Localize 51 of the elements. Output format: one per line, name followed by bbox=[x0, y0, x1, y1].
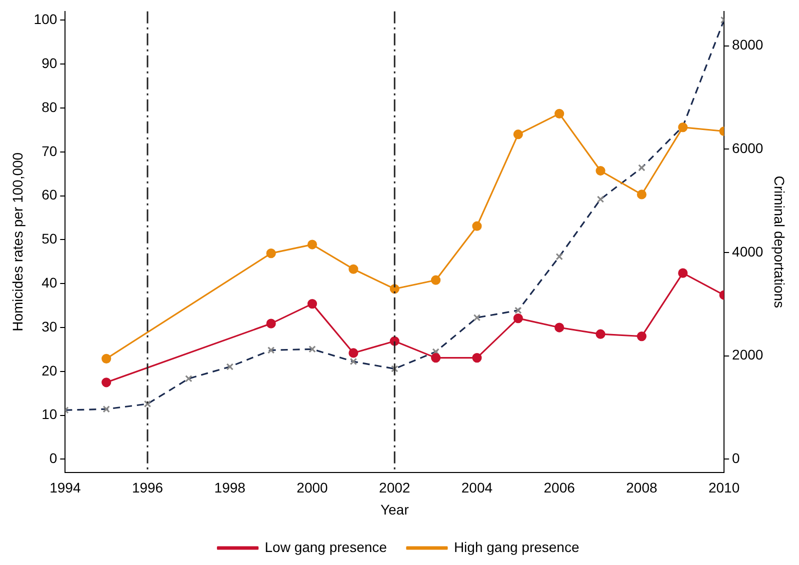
y-tick-label: 70 bbox=[42, 142, 58, 159]
y2-tick-label: 6000 bbox=[732, 140, 764, 156]
point bbox=[430, 353, 441, 363]
y2-tick-label: 0 bbox=[732, 450, 740, 466]
x-tick-label: 2008 bbox=[626, 480, 658, 496]
point bbox=[472, 353, 482, 363]
y2-axis-title: Criminal deportations bbox=[772, 176, 788, 308]
y2-tick-label: 4000 bbox=[732, 243, 764, 260]
point bbox=[307, 240, 318, 250]
point bbox=[102, 354, 112, 364]
x-tick-label: 2004 bbox=[461, 480, 493, 496]
y-tick-label: 50 bbox=[42, 230, 58, 247]
point bbox=[102, 378, 112, 388]
x-tick-label: 1996 bbox=[132, 480, 164, 496]
y-tick-label: 0 bbox=[49, 450, 58, 466]
point bbox=[596, 329, 606, 339]
x-tick-label: 1998 bbox=[214, 480, 246, 496]
point bbox=[596, 166, 606, 176]
point bbox=[554, 108, 564, 118]
point bbox=[307, 299, 318, 309]
y2-tick-label: 2000 bbox=[732, 346, 764, 363]
point bbox=[636, 331, 646, 342]
point bbox=[348, 264, 358, 274]
y-tick-label: 100 bbox=[34, 11, 58, 28]
y-tick-label: 30 bbox=[42, 318, 58, 334]
point bbox=[266, 248, 276, 258]
point bbox=[266, 318, 276, 328]
point bbox=[472, 221, 482, 231]
y-tick-label: 10 bbox=[42, 406, 58, 422]
y2-tick-label: 8000 bbox=[732, 36, 764, 53]
y-tick-label: 90 bbox=[42, 54, 58, 71]
y-tick-label: 60 bbox=[42, 186, 58, 203]
legend-label: Low gang presence bbox=[264, 538, 388, 555]
point bbox=[513, 313, 523, 324]
legend-label: High gang presence bbox=[454, 538, 580, 555]
x-axis-title: Year bbox=[380, 501, 410, 518]
y-axis-title: Homicides rates per 100,000 bbox=[9, 152, 26, 332]
point bbox=[554, 322, 564, 332]
x-tick-label: 2002 bbox=[379, 480, 410, 496]
point bbox=[678, 268, 688, 278]
y-tick-label: 20 bbox=[42, 362, 58, 378]
x-tick-label: 2000 bbox=[296, 480, 328, 496]
x-tick-label: 2006 bbox=[544, 480, 576, 496]
point bbox=[348, 348, 358, 358]
point bbox=[636, 190, 646, 200]
y-tick-label: 40 bbox=[42, 274, 58, 290]
point bbox=[430, 275, 441, 285]
y-tick-label: 80 bbox=[42, 98, 58, 115]
x-tick-label: 2010 bbox=[708, 480, 740, 496]
x-tick-label: 1994 bbox=[50, 480, 81, 496]
point bbox=[513, 130, 523, 140]
